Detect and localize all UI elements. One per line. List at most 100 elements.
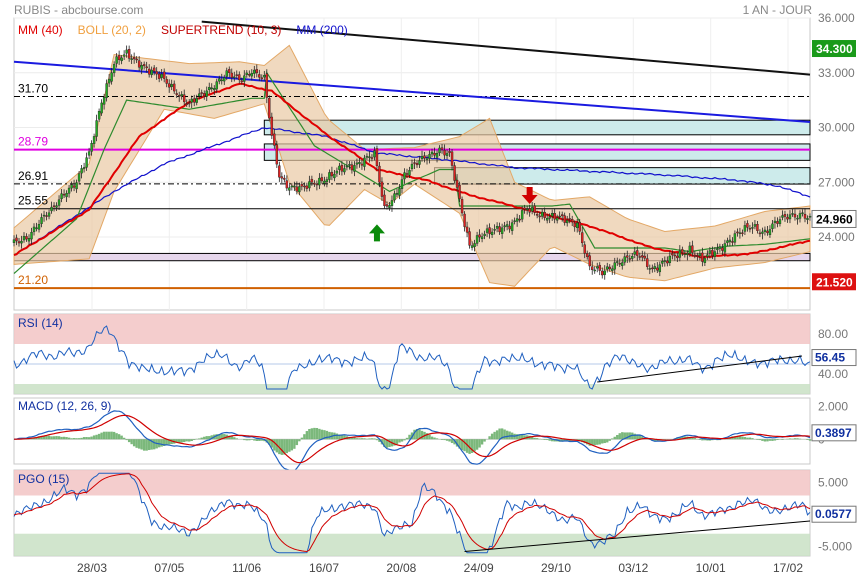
macd-bar [275,439,279,453]
macd-bar [175,439,178,443]
macd-bar [806,439,809,440]
candle [318,177,321,186]
price-tick-label: 36.000 [818,11,855,25]
macd-bar [132,439,136,447]
macd-bar [593,439,596,446]
candle [328,172,331,180]
candle [728,239,732,243]
macd-bar [693,438,697,440]
macd-bar [596,439,599,445]
macd-bar [328,431,331,440]
candle [808,215,812,218]
macd-bar [373,438,376,440]
candle [27,238,31,242]
candle [370,157,374,159]
macd-bar [385,439,389,448]
macd-bar [736,436,739,440]
macd-bar [776,439,779,441]
macd-bar [698,439,702,440]
macd-bar [505,430,509,440]
macd-bar [120,435,123,440]
candle [455,179,459,188]
macd-bar [771,439,774,441]
candle [395,192,399,195]
macd-bar [618,433,621,440]
candle [801,212,804,214]
candle [225,70,228,77]
candle [360,163,364,166]
macd-bar [353,437,356,440]
macd-bar [335,433,339,440]
x-tick-label: 07/05 [154,561,184,575]
candle [228,69,231,73]
candle [183,94,186,103]
macd-bar [586,439,589,445]
macd-bar [708,439,712,441]
macd-bar [543,439,546,440]
candle [263,75,266,78]
candle [240,80,243,82]
macd-bar [478,439,481,448]
macd-bar [515,434,519,440]
candle [628,258,631,260]
candle [32,226,36,233]
macd-bar [343,435,346,440]
candle [120,57,123,62]
candle [721,247,724,251]
candle [548,216,551,219]
candle [173,83,176,92]
trendline [201,20,811,76]
level-label: 21.20 [18,273,48,287]
price-tick-label: 27.000 [818,175,855,189]
macd-bar [681,436,684,440]
candle [748,227,752,230]
candle [688,245,692,254]
macd-bar [260,439,264,441]
candle [155,71,158,75]
candle [758,232,762,235]
macd-bar [458,439,461,449]
candle [215,81,218,90]
candle [438,147,441,154]
macd-bar [535,438,539,440]
macd-bar [703,439,707,441]
macd-bar [601,439,604,444]
macd-bar [475,439,479,450]
macd-bar [283,439,286,455]
candle [465,226,469,233]
macd-bar [405,437,409,440]
candle [233,76,236,79]
macd-bar [611,438,614,440]
macd-bar [92,435,96,440]
macd-bar [375,439,379,441]
candle [185,103,188,105]
macd-bar [320,429,324,440]
macd-bar [308,428,311,440]
buy-signal-arrow [368,224,385,242]
candle [528,208,531,213]
candle [520,210,524,220]
sell-signal-arrow [521,187,538,205]
candle [57,199,61,206]
x-tick-label: 11/06 [232,561,261,575]
candle [35,227,38,229]
macd-bar [235,438,238,440]
macd-bar [167,439,171,445]
candle [298,186,301,193]
candle [636,250,639,256]
candle [283,177,286,180]
macd-bar [713,439,717,440]
candle [626,255,629,258]
rsi-value-bg [811,349,857,367]
candle [162,71,166,79]
candle [573,222,576,228]
candle [658,264,662,273]
macd-bar [763,439,767,442]
macd-bar [641,436,644,440]
candle [60,193,63,200]
candle [443,149,446,156]
candle [235,74,238,76]
macd-bar [606,439,609,443]
macd-bar [638,435,641,440]
candle [583,244,586,254]
